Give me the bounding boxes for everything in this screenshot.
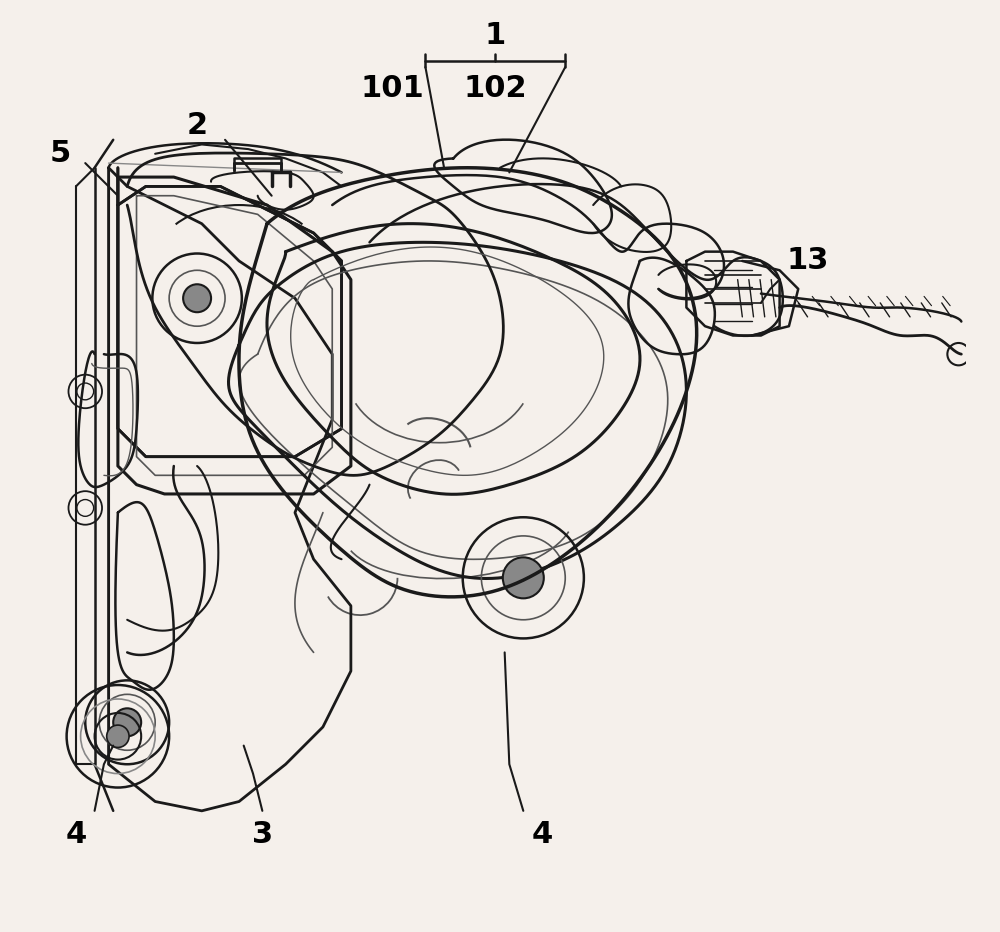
Circle shape xyxy=(183,284,211,312)
Text: 4: 4 xyxy=(65,819,87,849)
Circle shape xyxy=(107,725,129,747)
Text: 102: 102 xyxy=(464,74,527,103)
Text: 2: 2 xyxy=(187,111,208,141)
Text: 1: 1 xyxy=(485,21,506,50)
Text: 13: 13 xyxy=(786,246,829,276)
Circle shape xyxy=(503,557,544,598)
Text: 4: 4 xyxy=(531,819,553,849)
Text: 5: 5 xyxy=(49,139,71,169)
Circle shape xyxy=(113,708,141,736)
Text: 3: 3 xyxy=(252,819,273,849)
Text: 101: 101 xyxy=(361,74,425,103)
